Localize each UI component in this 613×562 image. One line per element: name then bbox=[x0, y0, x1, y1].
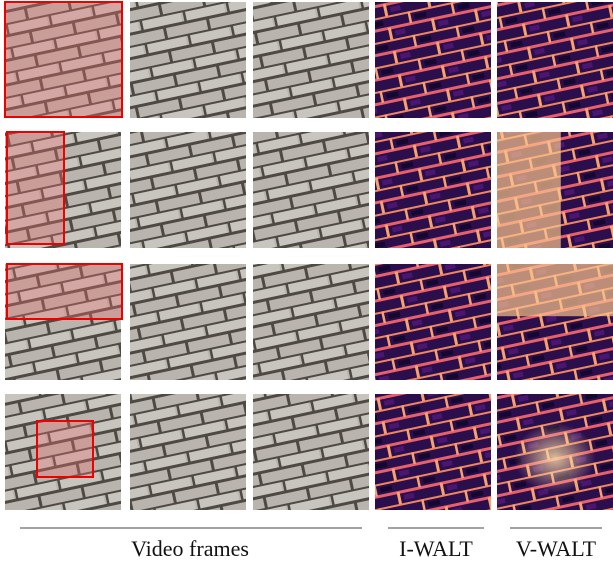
mask-region bbox=[37, 421, 93, 477]
attention-glow bbox=[514, 423, 595, 493]
heatmap bbox=[375, 394, 491, 510]
mask-region bbox=[7, 264, 122, 319]
attention-glow bbox=[497, 264, 613, 316]
video-frame bbox=[130, 132, 246, 248]
figure: Video frames I-WALT V-WALT bbox=[0, 0, 613, 562]
page: {"labels": {"video_frames": "Video frame… bbox=[0, 0, 613, 562]
heatmap bbox=[375, 264, 491, 380]
group-label: V-WALT bbox=[516, 536, 597, 561]
video-frame bbox=[130, 2, 246, 118]
video-frame bbox=[253, 2, 369, 118]
video-frame bbox=[253, 264, 369, 380]
attention-glow bbox=[497, 132, 561, 248]
mask-region bbox=[5, 2, 122, 117]
video-frame bbox=[253, 132, 369, 248]
heatmap bbox=[375, 132, 491, 248]
video-frame bbox=[130, 264, 246, 380]
heatmap bbox=[497, 2, 613, 118]
image-grid bbox=[5, 2, 613, 510]
mask-region bbox=[7, 132, 64, 244]
group-label: Video frames bbox=[131, 536, 249, 561]
group-label: I-WALT bbox=[399, 536, 473, 561]
video-frame bbox=[253, 394, 369, 510]
video-frame bbox=[130, 394, 246, 510]
heatmap bbox=[375, 2, 491, 118]
